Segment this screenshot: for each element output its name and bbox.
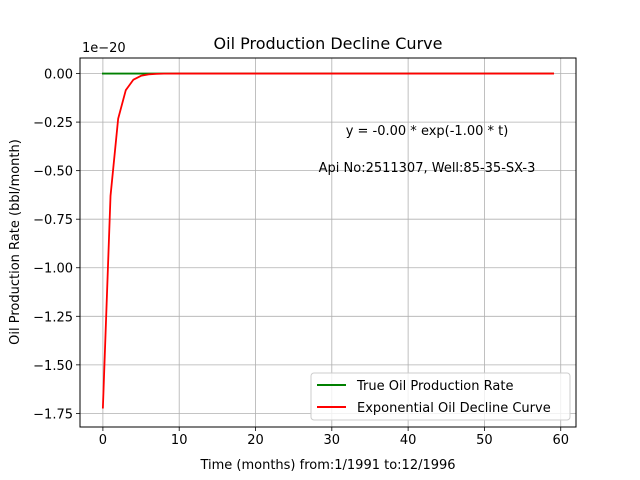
y-tick-label: −1.25 (33, 310, 73, 325)
x-tick-label: 40 (400, 433, 417, 448)
y-tick-label: −0.75 (33, 213, 73, 228)
legend-label-exponential-curve: Exponential Oil Decline Curve (357, 401, 551, 416)
series-line-exponential-curve (101, 72, 555, 409)
y-axis: 0.00 −0.25 −0.50 −0.75 −1.00 −1.25 −1.50 −1.75 (33, 68, 80, 422)
legend-box (310, 372, 571, 421)
x-tick-label: 30 (324, 433, 341, 448)
x-tick-label: 20 (247, 433, 264, 448)
well-annotation: Api No:2511307, Well:85-35-SX-3 (319, 161, 536, 176)
y-tick-label: −1.75 (33, 407, 73, 422)
y-axis-label: Oil Production Rate (bbl/month) (8, 139, 23, 345)
chart-title: Oil Production Decline Curve (214, 34, 443, 53)
x-gridlines (102, 58, 562, 427)
y-tick-label: −1.50 (33, 359, 73, 374)
x-tick-label: 0 (99, 433, 107, 448)
series-layer (101, 72, 555, 409)
x-axis-label: Time (months) from:1/1991 to:12/1996 (199, 458, 455, 473)
x-axis: 0 10 20 30 40 50 60 (99, 427, 569, 448)
x-tick-label: 60 (552, 433, 569, 448)
legend-label-true-rate: True Oil Production Rate (356, 379, 513, 394)
fit-equation-annotation: y = -0.00 * exp(-1.00 * t) (346, 124, 509, 139)
y-tick-label: −0.25 (33, 116, 73, 131)
x-tick-label: 50 (476, 433, 493, 448)
plot-area (80, 58, 576, 427)
legend: True Oil Production Rate Exponential Oil… (310, 372, 571, 421)
y-tick-label: 0.00 (44, 68, 73, 83)
plot-frame (79, 57, 577, 428)
x-tick-label: 10 (171, 433, 188, 448)
y-offset-label: 1e−20 (82, 41, 126, 56)
y-tick-label: −1.00 (33, 262, 73, 277)
y-tick-label: −0.50 (33, 165, 73, 180)
